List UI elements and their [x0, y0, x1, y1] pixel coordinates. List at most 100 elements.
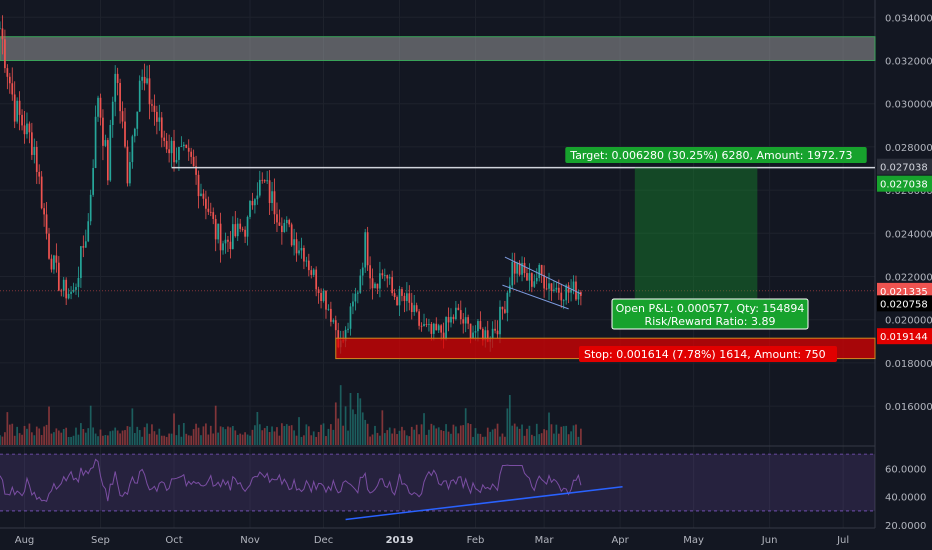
volume-bar	[197, 427, 200, 445]
candle-body	[97, 97, 99, 117]
candle-body	[6, 68, 9, 77]
y-tick-label: 0.020000	[885, 316, 932, 327]
candle-body	[276, 214, 278, 223]
volume-bar	[303, 435, 305, 445]
volume-bar	[452, 424, 455, 445]
candle-body	[467, 317, 469, 324]
candle-body	[572, 281, 575, 290]
volume-bar	[374, 425, 376, 445]
volume-bar	[200, 435, 202, 445]
volume-bar	[148, 433, 151, 445]
volume-bar	[396, 434, 398, 445]
volume-bar	[80, 423, 82, 445]
rsi-tick-label: 20.0000	[885, 521, 926, 532]
candle-body	[268, 180, 271, 204]
candle-body	[26, 123, 28, 135]
y-tick-label: 0.034000	[885, 13, 932, 24]
volume-bar	[60, 432, 63, 445]
candle-body	[182, 144, 185, 147]
x-tick-label: Jul	[836, 535, 849, 546]
x-tick-label: Aug	[15, 535, 35, 546]
candle-body	[356, 292, 359, 294]
candle-body	[281, 225, 283, 233]
volume-bar	[141, 436, 144, 445]
volume-bar	[227, 426, 229, 445]
axis-badge-entry: 0.020758	[880, 299, 928, 310]
volume-bar	[540, 433, 543, 445]
volume-bar	[418, 434, 420, 445]
candle-body	[521, 262, 523, 275]
volume-bar	[352, 409, 354, 445]
volume-bar	[567, 434, 570, 445]
candle-body	[320, 292, 322, 302]
candle-body	[28, 123, 31, 133]
candle-body	[249, 200, 251, 217]
volume-bar	[13, 435, 16, 445]
volume-bar	[356, 393, 359, 445]
candle-body	[178, 146, 180, 160]
candle-body	[131, 136, 134, 163]
candle-body	[396, 297, 398, 306]
volume-bar	[28, 423, 31, 445]
volume-bar	[205, 423, 207, 445]
candle-body	[518, 262, 521, 275]
x-tick-label: Feb	[467, 535, 485, 546]
volume-bar	[6, 412, 9, 445]
candle-body	[116, 73, 119, 83]
candle-body	[484, 330, 487, 341]
candle-body	[401, 289, 403, 296]
volume-bar	[305, 424, 308, 445]
volume-bar	[406, 435, 408, 445]
volume-bar	[516, 426, 519, 445]
candle-body	[202, 193, 205, 199]
candle-body	[371, 278, 374, 289]
candle-body	[459, 310, 462, 320]
volume-bar	[489, 431, 492, 445]
volume-bar	[1, 436, 4, 445]
volume-bar	[43, 426, 45, 445]
candle-body	[111, 101, 114, 126]
candle-body	[102, 117, 104, 146]
candle-body	[40, 176, 43, 209]
volume-bar	[344, 406, 347, 445]
candle-body	[295, 239, 298, 254]
rsi-tick-label: 60.0000	[885, 464, 926, 475]
y-tick-label: 0.032000	[885, 56, 932, 67]
candle-body	[31, 132, 33, 155]
volume-bar	[501, 433, 504, 445]
candle-body	[165, 140, 168, 150]
candle-body	[138, 80, 141, 112]
candle-body	[278, 222, 281, 226]
candle-body	[349, 306, 352, 329]
candle-body	[428, 323, 430, 325]
volume-bar	[18, 433, 21, 445]
volume-bar	[447, 431, 450, 445]
volume-bar	[241, 434, 244, 445]
volume-bars	[0, 385, 582, 445]
candle-body	[535, 277, 538, 282]
target-label-bg	[565, 147, 867, 163]
volume-bar	[271, 426, 273, 445]
candle-body	[75, 287, 77, 290]
volume-bar	[224, 429, 227, 445]
volume-bar	[136, 426, 139, 445]
volume-bar	[342, 425, 344, 445]
volume-bar	[175, 435, 178, 445]
candle-body	[442, 332, 445, 340]
candle-body	[379, 273, 381, 289]
candle-body	[84, 241, 87, 248]
volume-bar	[129, 426, 131, 445]
volume-bar	[182, 423, 185, 445]
candle-body	[126, 146, 129, 184]
candle-body	[352, 301, 354, 307]
y-tick-label: 0.016000	[885, 402, 932, 413]
volume-bar	[163, 435, 166, 445]
volume-bar	[153, 431, 156, 445]
volume-bar	[339, 385, 342, 445]
volume-bar	[523, 435, 526, 445]
volume-bar	[494, 428, 496, 445]
pnl-label: Open P&L: 0.000577, Qty: 154894	[616, 302, 805, 315]
candle-body	[62, 279, 65, 291]
candle-body	[197, 174, 200, 197]
